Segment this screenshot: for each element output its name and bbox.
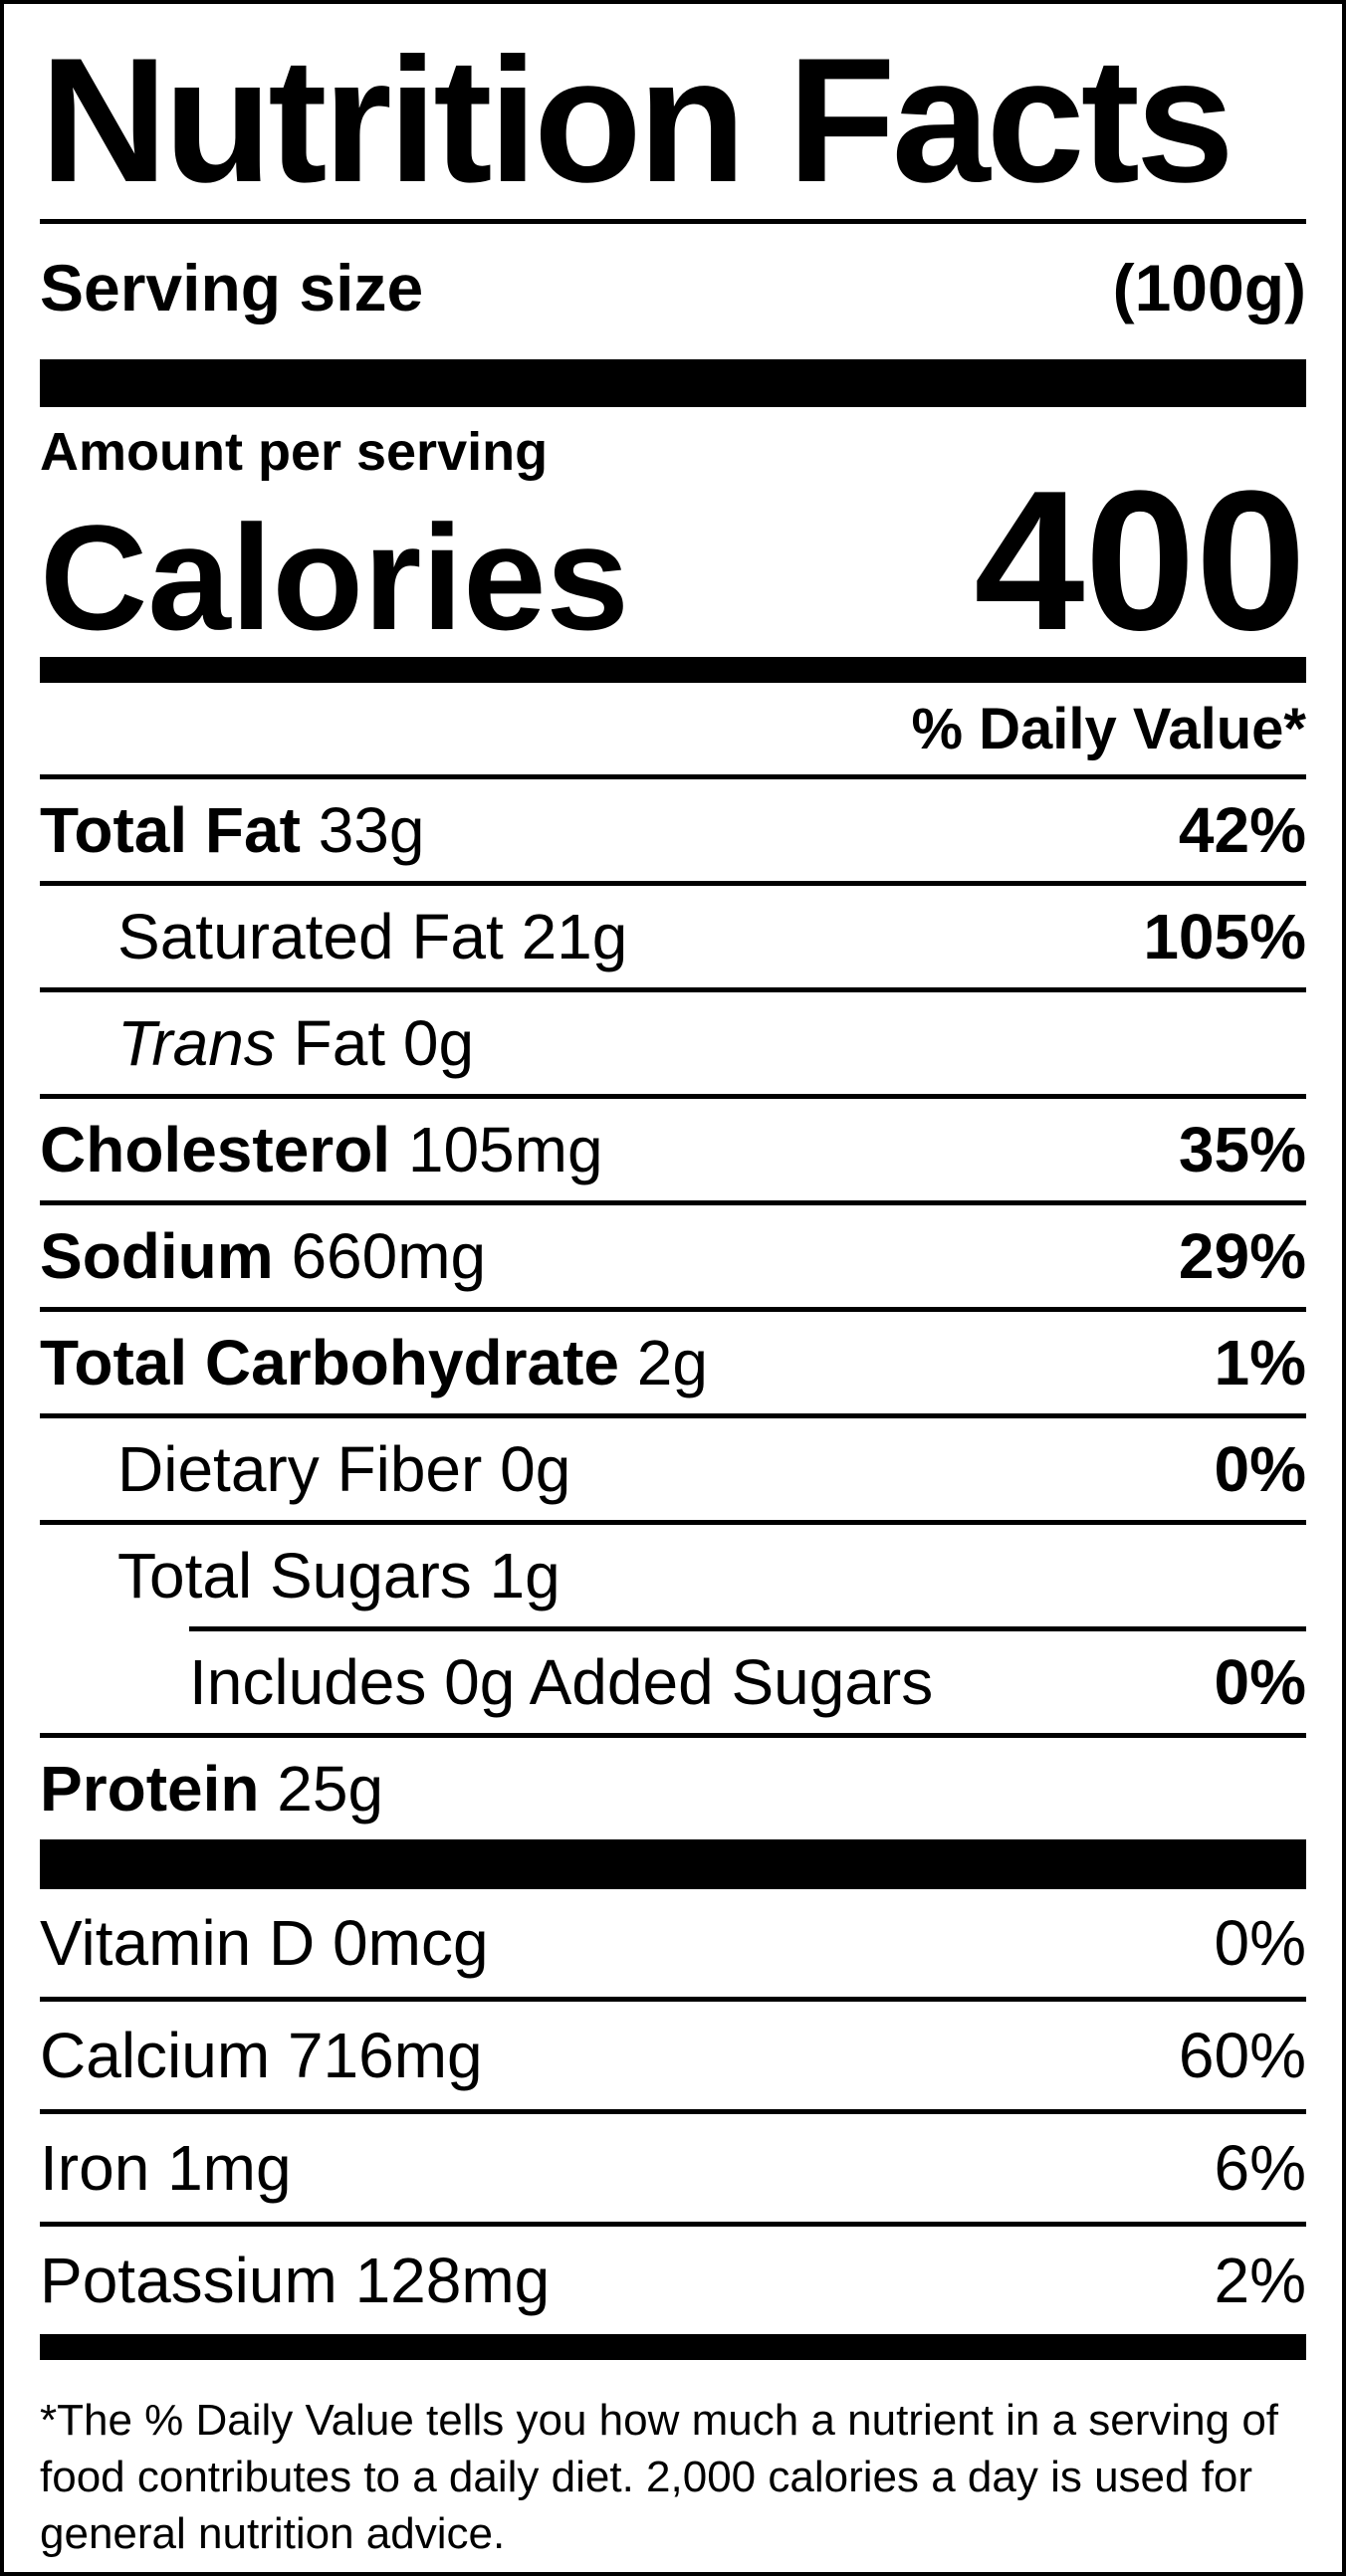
vitamin-name: Potassium 128mg <box>40 2245 551 2317</box>
calories-label: Calories <box>40 494 629 662</box>
daily-value-header: % Daily Value* <box>911 697 1306 762</box>
title-divider <box>40 219 1306 224</box>
daily-value: 105% <box>1143 901 1306 973</box>
nutrient-row-dietary-fiber: Dietary Fiber 0g 0% <box>40 1413 1306 1520</box>
daily-value: 2% <box>1214 2245 1307 2317</box>
serving-size-label: Serving size <box>40 251 424 324</box>
vitamin-row-vitamin-d: Vitamin D 0mcg 0% <box>40 1889 1306 1997</box>
nutrient-row-protein: Protein 25g <box>40 1733 1306 1839</box>
nutrient-name: Total Carbohydrate 2g <box>40 1327 708 1399</box>
section-bar-calories <box>40 657 1306 684</box>
nutrient-name: Sodium 660mg <box>40 1220 487 1293</box>
serving-size-row: Serving size (100g) <box>40 224 1306 359</box>
section-bar-vitamins <box>40 1839 1306 1890</box>
vitamin-row-calcium: Calcium 716mg 60% <box>40 1997 1306 2109</box>
nutrient-row-total-sugars: Total Sugars 1g <box>40 1520 1306 1626</box>
nutrient-name: Total Fat 33g <box>40 794 425 867</box>
vitamin-name: Vitamin D 0mcg <box>40 1907 489 1980</box>
section-bar-footnote <box>40 2334 1306 2361</box>
nutrient-row-cholesterol: Cholesterol 105mg 35% <box>40 1094 1306 1200</box>
daily-value: 1% <box>1214 1327 1307 1399</box>
nutrient-row-trans-fat: Trans Fat 0g <box>40 987 1306 1094</box>
nutrient-name: Protein 25g <box>40 1753 384 1825</box>
daily-value: 29% <box>1178 1220 1306 1293</box>
serving-size-value: (100g) <box>1112 251 1306 324</box>
calories-value: 400 <box>974 450 1306 673</box>
nutrient-row-total-carbohydrate: Total Carbohydrate 2g 1% <box>40 1307 1306 1413</box>
vitamin-name: Iron 1mg <box>40 2132 292 2205</box>
nutrient-name: Includes 0g Added Sugars <box>189 1646 934 1719</box>
vitamin-name: Calcium 716mg <box>40 2020 483 2092</box>
daily-value: 6% <box>1214 2132 1307 2205</box>
label-title: Nutrition Facts <box>40 21 1234 219</box>
daily-value: 42% <box>1178 794 1306 867</box>
nutrient-name: Dietary Fiber 0g <box>117 1433 571 1506</box>
nutrient-row-sodium: Sodium 660mg 29% <box>40 1200 1306 1307</box>
amount-per-serving-label: Amount per serving <box>40 422 549 482</box>
vitamin-row-potassium: Potassium 128mg 2% <box>40 2222 1306 2334</box>
calories-row: Calories 400 <box>40 450 1306 673</box>
daily-value: 0% <box>1214 1646 1307 1719</box>
nutrient-row-saturated-fat: Saturated Fat 21g 105% <box>40 881 1306 987</box>
nutrient-name: Total Sugars 1g <box>117 1540 561 1612</box>
nutrient-row-total-fat: Total Fat 33g 42% <box>40 774 1306 881</box>
daily-value-footnote: *The % Daily Value tells you how much a … <box>40 2396 1279 2559</box>
daily-value: 0% <box>1214 1433 1307 1506</box>
daily-value: 60% <box>1178 2020 1306 2092</box>
nutrient-name: Cholesterol 105mg <box>40 1114 603 1186</box>
nutrient-name: Trans Fat 0g <box>117 1007 475 1080</box>
daily-value: 0% <box>1214 1907 1307 1980</box>
vitamin-row-iron: Iron 1mg 6% <box>40 2109 1306 2222</box>
nutrient-row-added-sugars: Includes 0g Added Sugars 0% <box>189 1626 1306 1733</box>
nutrient-name: Saturated Fat 21g <box>117 901 628 973</box>
daily-value: 35% <box>1178 1114 1306 1186</box>
section-bar-top <box>40 359 1306 407</box>
